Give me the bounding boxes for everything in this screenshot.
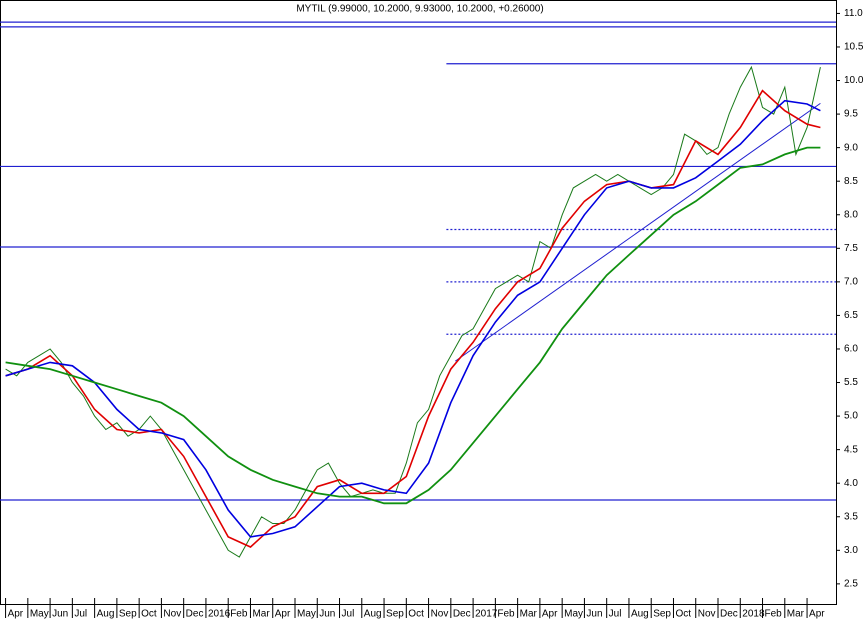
- chart-title: MYTIL (9.99000, 10.2000, 9.93000, 10.200…: [296, 4, 543, 15]
- y-tick-label: 8.5: [844, 176, 858, 187]
- x-tick-label: Oct: [675, 609, 691, 620]
- y-tick-label: 9.0: [844, 142, 858, 153]
- y-tick-label: 6.0: [844, 344, 858, 355]
- y-tick-label: 9.5: [844, 109, 858, 120]
- y-tick-label: 5.5: [844, 377, 858, 388]
- x-tick-label: Apr: [809, 609, 825, 620]
- x-tick-label: Nov: [698, 609, 716, 620]
- y-tick-label: 8.0: [844, 209, 858, 220]
- x-tick-label: Sep: [653, 609, 671, 620]
- x-tick-label: Sep: [386, 609, 404, 620]
- x-tick-label: May: [297, 609, 316, 620]
- y-tick-label: 10.5: [844, 42, 864, 53]
- y-tick-label: 7.0: [844, 277, 858, 288]
- series-line: [5, 65, 821, 558]
- x-tick-label: 2017: [475, 609, 498, 620]
- x-tick-label: Jul: [74, 609, 87, 620]
- x-tick-label: Aug: [631, 609, 649, 620]
- series-line: [5, 99, 821, 538]
- y-tick-label: 11.0: [844, 8, 863, 19]
- x-tick-label: Dec: [720, 609, 738, 620]
- y-tick-label: 10.0: [844, 75, 864, 86]
- y-tick-label: 3.0: [844, 545, 858, 556]
- y-tick-label: 4.5: [844, 444, 858, 455]
- x-tick-label: Jun: [586, 609, 602, 620]
- x-tick-label: Jul: [342, 609, 355, 620]
- x-tick-label: Apr: [275, 609, 291, 620]
- y-tick-label: 3.5: [844, 511, 858, 522]
- x-tick-label: Aug: [97, 609, 115, 620]
- plot-frame: [0, 0, 837, 605]
- x-tick-label: Oct: [141, 609, 157, 620]
- x-tick-label: Dec: [453, 609, 471, 620]
- x-tick-label: Nov: [431, 609, 449, 620]
- x-tick-label: May: [564, 609, 583, 620]
- x-tick-label: Mar: [520, 609, 538, 620]
- x-tick-label: Apr: [8, 609, 24, 620]
- y-tick-label: 4.0: [844, 478, 858, 489]
- x-tick-label: Mar: [252, 609, 270, 620]
- x-tick-label: Mar: [787, 609, 805, 620]
- x-tick-label: 2016: [208, 609, 231, 620]
- x-tick-label: May: [30, 609, 49, 620]
- trend-line: [455, 102, 821, 362]
- x-tick-label: Jun: [52, 609, 68, 620]
- x-tick-label: Oct: [408, 609, 424, 620]
- x-tick-label: Apr: [542, 609, 558, 620]
- x-tick-label: Aug: [364, 609, 382, 620]
- series-line: [5, 146, 821, 505]
- y-tick-label: 7.5: [844, 243, 858, 254]
- series-line: [5, 89, 821, 548]
- y-tick-label: 5.0: [844, 411, 858, 422]
- x-tick-label: Feb: [765, 609, 783, 620]
- x-tick-label: Feb: [497, 609, 515, 620]
- x-tick-label: Feb: [230, 609, 248, 620]
- x-tick-label: Sep: [119, 609, 137, 620]
- y-tick-label: 2.5: [844, 579, 858, 590]
- x-tick-label: Dec: [186, 609, 204, 620]
- x-tick-label: Jul: [609, 609, 622, 620]
- x-tick-label: Nov: [163, 609, 181, 620]
- x-tick-label: 2018: [742, 609, 765, 620]
- y-tick-label: 6.5: [844, 310, 858, 321]
- x-tick-label: Jun: [319, 609, 335, 620]
